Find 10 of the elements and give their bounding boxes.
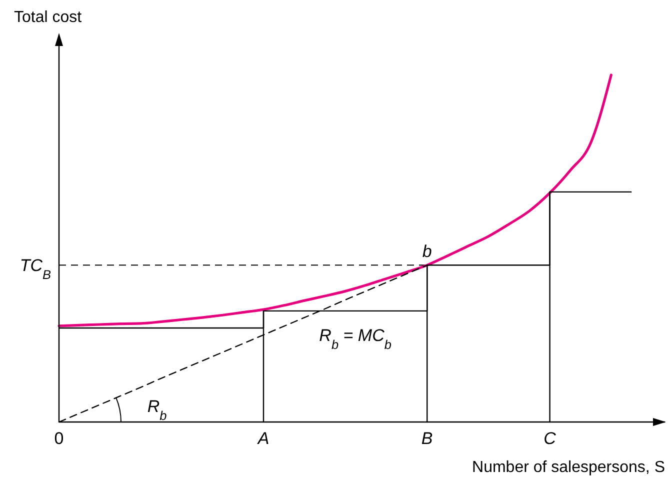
annotation: b	[422, 242, 432, 262]
ref-line-label: TC$_{B}$	[20, 256, 52, 282]
x-tick-label: A	[256, 429, 270, 448]
x-tick-label: B	[421, 429, 433, 448]
x-axis-title: Number of salespersons, S	[472, 459, 665, 476]
annotation: R$_{b}$	[147, 397, 167, 422]
annotation: R$_{b}$ = MC$_{b}$	[319, 326, 392, 352]
y-axis-title: Total cost	[14, 9, 82, 26]
x-tick-label: C	[544, 429, 557, 448]
x-tick-label: 0	[54, 429, 64, 448]
